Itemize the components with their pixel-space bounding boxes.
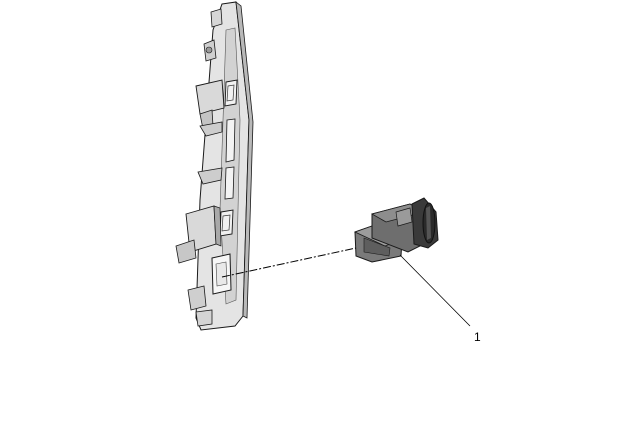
upper-switch-inner <box>226 84 235 102</box>
switch-assembly <box>353 197 439 263</box>
callout-label-1: 1 <box>474 330 481 344</box>
switch-receiving-hole-inner <box>215 261 228 287</box>
callout-leader-1 <box>399 254 471 327</box>
mid-slot-2 <box>224 166 235 200</box>
switch-latch <box>395 207 413 227</box>
trim-panel-edge <box>235 1 254 319</box>
mid-slot-1 <box>225 118 236 163</box>
upper-switch-opening <box>224 79 238 107</box>
mid-hook-1 <box>199 121 223 137</box>
switch-connector-rib <box>363 237 391 257</box>
top-clip <box>210 8 223 28</box>
installation-line <box>221 247 357 278</box>
mid-hook-2 <box>197 167 223 185</box>
bottom-clip <box>187 285 207 311</box>
switch-button-highlight <box>426 206 431 240</box>
bottom-tab <box>195 309 213 327</box>
lower-bracket-side <box>213 205 222 247</box>
top-pin <box>205 46 213 54</box>
upper-bracket <box>195 79 225 115</box>
lower-switch-inner <box>221 214 231 232</box>
lower-bracket-foot <box>175 239 197 264</box>
trim-panel <box>175 1 254 331</box>
lower-switch-opening <box>219 209 234 237</box>
